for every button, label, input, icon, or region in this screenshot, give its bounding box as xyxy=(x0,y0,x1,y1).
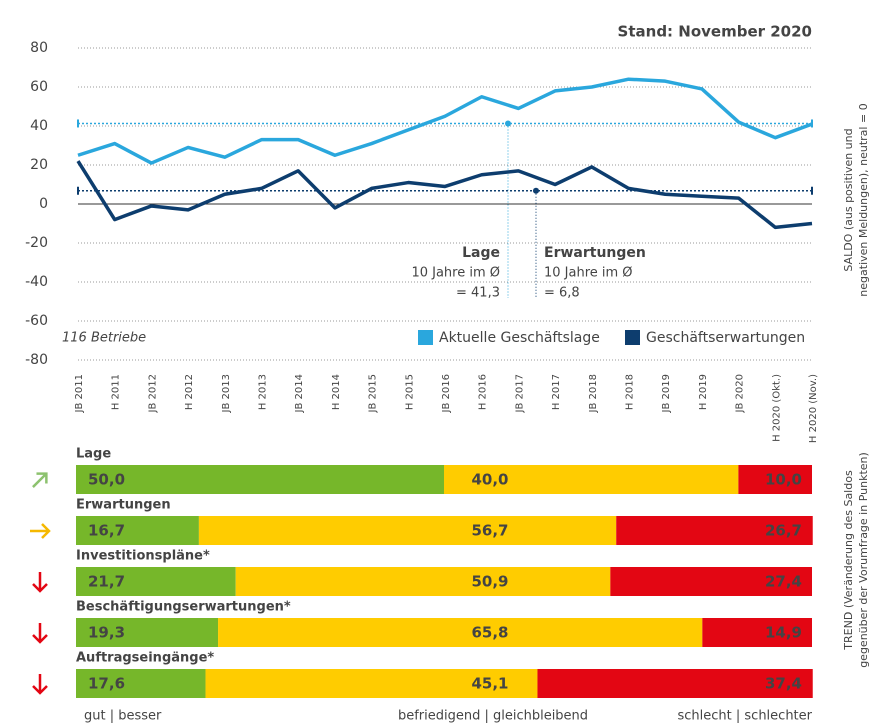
y-tick-label: 40 xyxy=(30,118,48,134)
value-label: 21,7 xyxy=(88,573,125,591)
bar-segment xyxy=(444,465,739,494)
bar-segment xyxy=(76,465,444,494)
x-tick-label: JB 2015 xyxy=(368,374,379,413)
value-label: 56,7 xyxy=(471,522,508,540)
y-tick-label: -20 xyxy=(25,235,48,251)
value-label: 65,8 xyxy=(471,624,508,642)
bar-segment xyxy=(537,669,813,698)
x-tick-label: H 2013 xyxy=(258,374,269,410)
y-axis-label: TREND (Veränderung des Saldos xyxy=(842,470,855,651)
x-tick-label: H 2015 xyxy=(404,374,415,410)
y-tick-label: 60 xyxy=(30,79,48,95)
trend-arrow xyxy=(32,623,48,644)
y-tick-label: -40 xyxy=(25,274,48,290)
bar-segment xyxy=(218,618,703,647)
x-tick-label: H 2018 xyxy=(625,374,636,410)
value-label: 50,0 xyxy=(88,471,125,489)
trend-arrow xyxy=(32,674,48,695)
value-label: 16,7 xyxy=(88,522,125,540)
series-line xyxy=(76,160,813,230)
bar-segment xyxy=(76,669,206,698)
x-tick-label: H 2012 xyxy=(184,374,195,410)
x-tick-label: JB 2013 xyxy=(221,374,232,413)
annotation-title: Lage xyxy=(462,245,500,261)
x-tick-label: JB 2011 xyxy=(74,374,85,413)
y-tick-label: 80 xyxy=(30,40,48,56)
legend-label: gut | besser xyxy=(84,709,162,724)
annotation-dot xyxy=(533,187,539,194)
bar-segment xyxy=(76,567,236,596)
legend-swatch xyxy=(418,330,433,345)
annotation-value: = 6,8 xyxy=(544,286,580,301)
value-label: 14,9 xyxy=(765,624,802,642)
y-tick-label: -80 xyxy=(25,352,48,368)
y-tick-label: 0 xyxy=(39,196,48,212)
value-label: 45,1 xyxy=(471,675,508,693)
annotation-dot xyxy=(505,120,511,127)
trend-arrow xyxy=(32,472,48,488)
x-tick-label: JB 2018 xyxy=(588,374,599,413)
x-tick-label: H 2017 xyxy=(551,374,562,410)
x-tick-label: JB 2012 xyxy=(147,374,158,413)
series-line xyxy=(77,77,813,165)
y-axis-label: gegenüber der Vorumfrage in Punkten) xyxy=(857,452,870,668)
x-tick-label: JB 2019 xyxy=(661,374,672,413)
x-tick-label: H 2019 xyxy=(698,374,709,410)
bar-segment xyxy=(610,567,812,596)
trend-arrow xyxy=(30,523,51,539)
annotation-text: 10 Jahre im Ø xyxy=(544,266,633,281)
value-label: 17,6 xyxy=(88,675,125,693)
x-tick-label: JB 2014 xyxy=(294,374,305,413)
chart-title: Stand: November 2020 xyxy=(618,23,812,41)
x-tick-label: H 2016 xyxy=(478,374,489,410)
bar-segment xyxy=(198,516,617,545)
y-tick-label: 20 xyxy=(30,157,48,173)
value-label: 10,0 xyxy=(765,471,802,489)
bar-segment xyxy=(205,669,538,698)
x-tick-label: H 2014 xyxy=(331,374,342,410)
annotation-text: 10 Jahre im Ø xyxy=(411,266,500,281)
x-tick-label: JB 2020 xyxy=(735,374,746,413)
bar-segment xyxy=(702,618,812,647)
bar-segment xyxy=(738,465,812,494)
trend-arrow xyxy=(32,572,48,593)
value-label: 26,7 xyxy=(765,522,802,540)
note: 116 Betriebe xyxy=(62,331,146,346)
legend-label: Aktuelle Geschäftslage xyxy=(439,330,600,346)
value-label: 40,0 xyxy=(471,471,508,489)
bar-segment xyxy=(76,618,219,647)
bar-segment xyxy=(235,567,611,596)
annotation-value: = 41,3 xyxy=(456,286,500,301)
x-tick-label: JB 2017 xyxy=(514,374,525,413)
x-tick-label: H 2020 (Nov.) xyxy=(808,374,819,443)
row-label: Beschäftigungserwartungen* xyxy=(76,600,291,615)
bar-segment xyxy=(616,516,813,545)
legend-label: befriedigend | gleichbleibend xyxy=(398,709,588,724)
value-label: 27,4 xyxy=(765,573,802,591)
row-label: Erwartungen xyxy=(76,498,171,513)
row-label: Lage xyxy=(76,447,111,462)
annotation-title: Erwartungen xyxy=(544,245,646,261)
x-tick-label: H 2020 (Okt.) xyxy=(771,374,782,442)
x-tick-label: JB 2016 xyxy=(441,374,452,413)
row-label: Auftragseingänge* xyxy=(76,651,214,666)
x-tick-label: H 2011 xyxy=(111,374,122,410)
row-label: Investitionspläne* xyxy=(76,549,210,564)
y-tick-label: -60 xyxy=(25,313,48,329)
y-axis-label: SALDO (aus positiven und xyxy=(842,128,855,271)
y-axis-label: negativen Meldungen), neutral = 0 xyxy=(857,103,870,296)
legend-swatch xyxy=(625,330,640,345)
value-label: 50,9 xyxy=(471,573,508,591)
value-label: 37,4 xyxy=(765,675,802,693)
legend-label: schlecht | schlechter xyxy=(678,709,813,724)
value-label: 19,3 xyxy=(88,624,125,642)
legend-label: Geschäftserwartungen xyxy=(646,330,805,346)
bar-segment xyxy=(76,516,199,545)
